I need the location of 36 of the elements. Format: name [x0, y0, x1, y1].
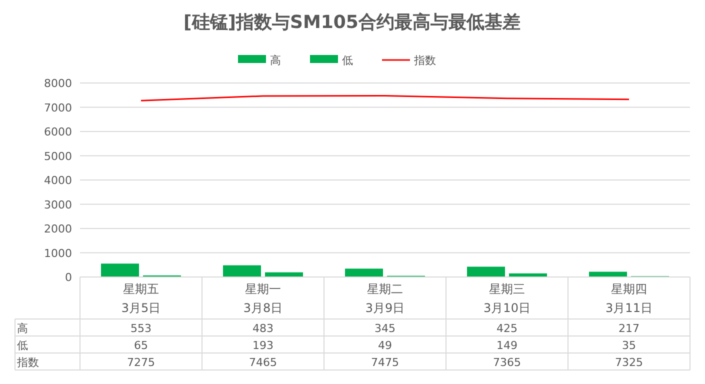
legend-label: 指数 [413, 54, 436, 67]
data-label: 7275 [127, 356, 155, 369]
legend-label: 低 [342, 54, 353, 67]
data-label: 35 [622, 339, 636, 352]
data-label: 345 [374, 322, 396, 335]
y-tick-label: 2000 [44, 222, 72, 236]
data-label: 217 [618, 322, 640, 335]
x-tick-label: 星期三 3月10日 [484, 282, 530, 315]
data-label: 149 [496, 339, 518, 352]
data-label: 7475 [371, 356, 399, 369]
x-tick-label: 星期二 3月9日 [365, 282, 405, 315]
y-tick-label: 8000 [44, 77, 72, 90]
data-label: 7365 [493, 356, 521, 369]
y-tick-label: 3000 [44, 198, 72, 212]
data-label: 49 [378, 339, 392, 352]
legend-label: 高 [270, 54, 281, 67]
data-label: 7465 [249, 356, 277, 369]
y-tick-label: 5000 [44, 150, 72, 163]
data-label: 193 [252, 339, 274, 352]
chart-title: [硅锰]指数与SM105合约最高与最低基差 [184, 12, 520, 33]
y-tick-label: 1000 [44, 246, 72, 260]
data-label: 65 [134, 339, 148, 352]
x-tick-label: 星期四 3月11日 [606, 282, 652, 315]
data-label: 553 [130, 322, 152, 335]
x-tick-label: 星期五 3月5日 [121, 282, 161, 315]
text: 指数 [17, 356, 39, 369]
y-tick-label: 7000 [44, 101, 72, 114]
text: 低 [17, 339, 28, 352]
data-label: 425 [496, 322, 518, 335]
x-tick-label: 星期一 3月8日 [243, 282, 283, 315]
text: 高 [17, 322, 28, 335]
y-tick-label: 6000 [44, 126, 72, 138]
y-tick-label: 0 [65, 271, 72, 284]
y-tick-label: 4000 [44, 174, 72, 187]
data-label: 7325 [615, 356, 643, 369]
data-label: 483 [252, 322, 274, 335]
